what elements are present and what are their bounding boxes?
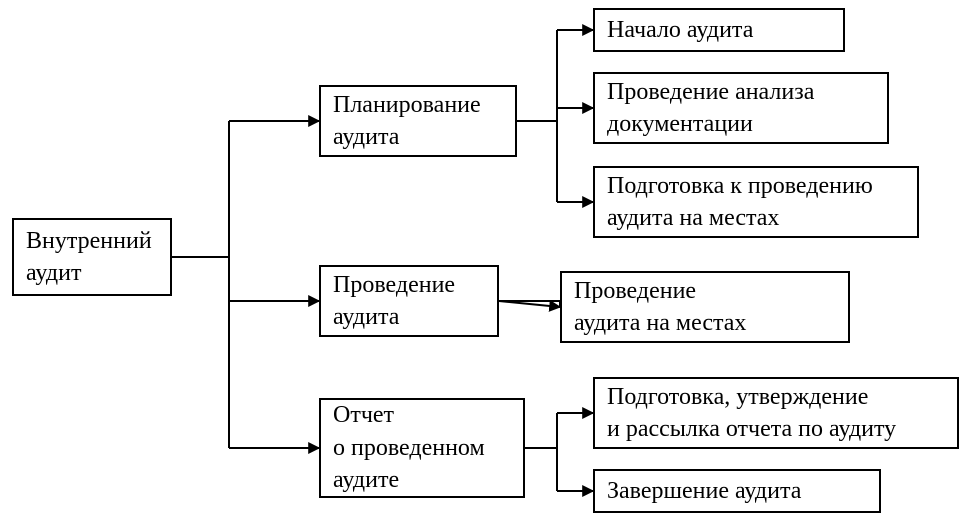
flowchart-node-n1: Начало аудита [593,8,845,52]
flowchart-node-plan: Планирование аудита [319,85,517,157]
flowchart-node-n4: Проведение аудита на местах [560,271,850,343]
flowchart-node-root: Внутренний аудит [12,218,172,296]
flowchart-node-rep: Отчет о проведенном аудите [319,398,525,498]
flowchart-node-n2: Проведение анализа документации [593,72,889,144]
flowchart-node-n6: Завершение аудита [593,469,881,513]
flowchart-node-n3: Подготовка к проведению аудита на местах [593,166,919,238]
flowchart-stage: Внутренний аудит Планирование аудита Прове… [0,0,980,521]
flowchart-node-n5: Подготовка, утверждение и рассылка отчет… [593,377,959,449]
flowchart-node-cond: Проведение аудита [319,265,499,337]
